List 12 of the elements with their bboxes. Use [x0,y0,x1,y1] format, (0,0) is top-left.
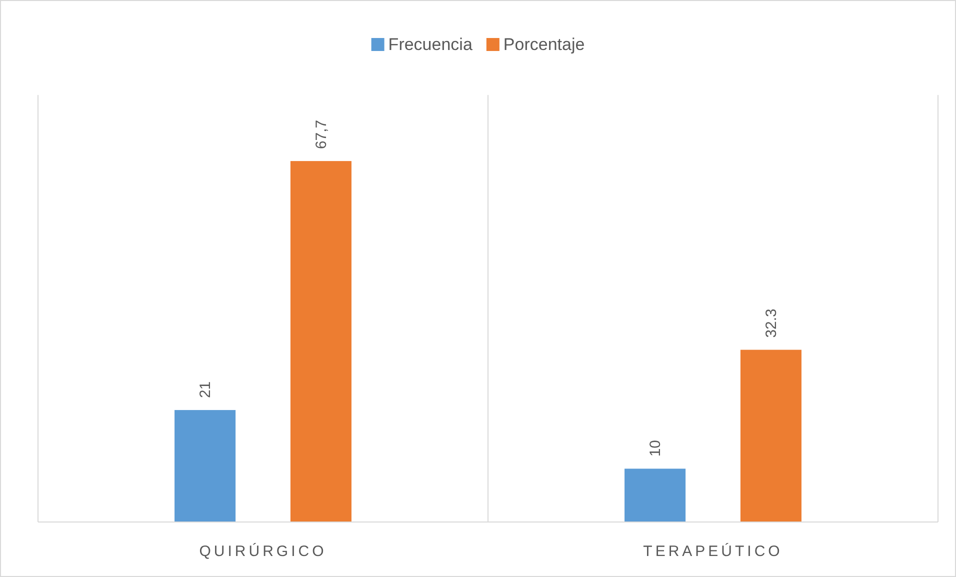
data-label: 10 [647,440,664,457]
bar [740,350,802,522]
data-label: 21 [197,381,214,398]
legend-label: Frecuencia [388,35,473,54]
data-label: 67,7 [312,120,330,150]
data-label: 32.3 [762,308,780,338]
bar [174,410,236,522]
bar [290,161,352,522]
x-tick-label: QUIRÚRGICO [199,542,327,560]
x-tick-label: TERAPEÚTICO [643,542,783,560]
legend-label: Porcentaje [503,35,585,54]
bar [624,468,686,522]
